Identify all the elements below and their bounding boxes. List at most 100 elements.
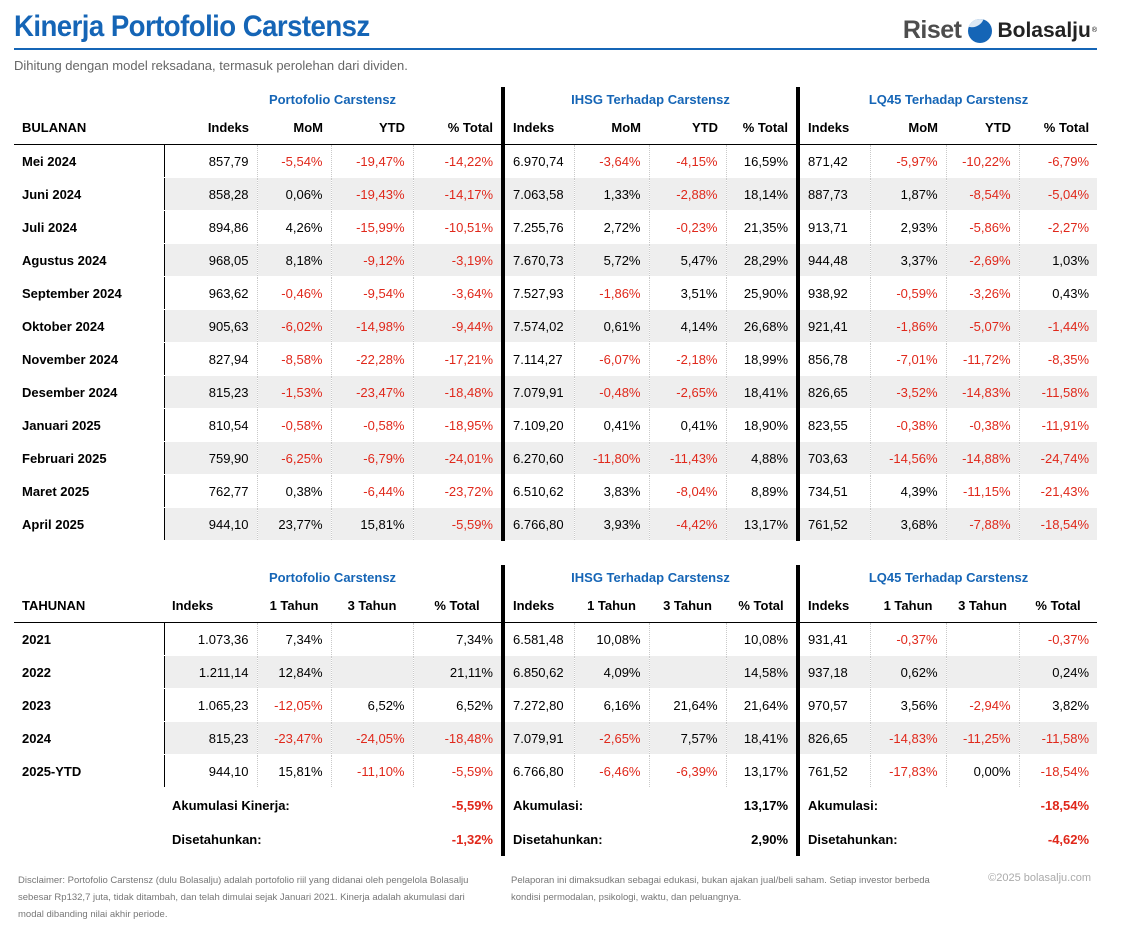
cell-value: 4,26% [256, 210, 331, 244]
page-title: Kinerja Portofolio Carstensz [14, 10, 370, 43]
cell-value: 18,90% [725, 408, 801, 442]
cell-value: 4,88% [725, 441, 801, 475]
table-row: Desember 2024 815,23 -1,53% -23,47% -18,48% 7… [14, 375, 1098, 409]
cell-value: -18,54% [1018, 754, 1098, 788]
cell-value: -11,58% [1018, 375, 1098, 409]
table-row: 2022 1.211,14 12,84% 21,11% 6.850,62 4,09% 14,… [14, 655, 1098, 689]
cell-value: -11,80% [573, 441, 649, 475]
row-label: 2023 [14, 688, 164, 722]
cell-value: 7.255,76 [503, 210, 574, 244]
cell-value: 3,37% [869, 243, 947, 277]
cell-value: 944,48 [798, 243, 871, 277]
cell-value: 1.073,36 [163, 622, 257, 656]
column-header: MoM [257, 111, 331, 145]
cell-value: 15,81% [256, 754, 331, 788]
cell-value: 827,94 [163, 342, 257, 376]
column-header: YTD [946, 111, 1020, 145]
cell-value: 3,68% [869, 507, 947, 541]
cell-value: -14,83% [945, 375, 1020, 409]
cell-value: 871,42 [798, 144, 871, 178]
logo-brand-text: Bolasalju [997, 18, 1091, 42]
table-row: April 2025 944,10 23,77% 15,81% -5,59% 6.766,… [14, 507, 1098, 541]
cell-value: -0,38% [869, 408, 947, 442]
registered-mark: ® [1091, 27, 1097, 34]
cell-value: 6.766,80 [503, 507, 574, 541]
cell-value: 1,03% [1018, 243, 1098, 277]
table-row: Oktober 2024 905,63 -6,02% -14,98% -9,44% 7.5… [14, 309, 1098, 343]
cell-value: 4,39% [869, 474, 947, 508]
cell-value: 0,43% [1018, 276, 1098, 310]
cell-value: 761,52 [798, 754, 871, 788]
summary-label: Disetahunkan: [172, 831, 262, 847]
cell-value: -4,15% [648, 144, 726, 178]
cell-value: 26,68% [725, 309, 801, 343]
cell-value: -11,91% [1018, 408, 1098, 442]
cell-value: 18,41% [725, 721, 801, 755]
cell-value: -6,44% [330, 474, 413, 508]
cell-value: -14,98% [330, 309, 413, 343]
cell-value: 815,23 [163, 721, 257, 755]
cell-value: -5,86% [945, 210, 1020, 244]
cell-value: -6,07% [573, 342, 649, 376]
cell-value: -5,54% [256, 144, 331, 178]
row-label: Februari 2025 [14, 441, 164, 475]
cell-value: -18,48% [412, 721, 505, 755]
cell-value: -6,39% [648, 754, 726, 788]
summary-value: -1,32% [413, 822, 505, 856]
cell-value: 0,00% [945, 754, 1020, 788]
cell-value [945, 655, 1020, 689]
table-row: 2025-YTD 944,10 15,81% -11,10% -5,59% 6.766,8… [14, 754, 1098, 788]
cell-value: -5,59% [412, 754, 505, 788]
cell-value: -11,43% [648, 441, 726, 475]
cell-value: -1,44% [1018, 309, 1098, 343]
cell-value: 0,41% [648, 408, 726, 442]
cell-value [648, 655, 726, 689]
cell-value: -11,72% [945, 342, 1020, 376]
cell-value: 3,56% [869, 688, 947, 722]
cell-value: 857,79 [163, 144, 257, 178]
cell-value: -8,58% [256, 342, 331, 376]
cell-value: 963,62 [163, 276, 257, 310]
cell-value: -1,53% [256, 375, 331, 409]
cell-value: -0,58% [330, 408, 413, 442]
cell-value: -5,59% [412, 507, 505, 541]
column-header: Indeks [798, 589, 871, 623]
cell-value: 14,58% [725, 655, 801, 689]
column-header: Indeks [503, 111, 574, 145]
row-label: Desember 2024 [14, 375, 164, 409]
cell-value: 1,87% [869, 177, 947, 211]
row-label: September 2024 [14, 276, 164, 310]
cell-value: 0,06% [256, 177, 331, 211]
header-rule [14, 48, 1097, 50]
cell-value: 6.581,48 [503, 622, 574, 656]
cell-value: -3,64% [412, 276, 505, 310]
column-header: % Total [726, 589, 801, 623]
cell-value: 28,29% [725, 243, 801, 277]
cell-value: 6.766,80 [503, 754, 574, 788]
table-row: Januari 2025 810,54 -0,58% -0,58% -18,95% 7.1… [14, 408, 1098, 442]
cell-value: -15,99% [330, 210, 413, 244]
table-row: 2021 1.073,36 7,34% 7,34% 6.581,48 10,08% 10,0… [14, 622, 1098, 656]
cell-value: 7.063,58 [503, 177, 574, 211]
cell-value: 921,41 [798, 309, 871, 343]
table-row: Juni 2024 858,28 0,06% -19,43% -14,17% 7.063,… [14, 177, 1098, 211]
group-spacer [14, 565, 164, 589]
cell-value: -1,86% [573, 276, 649, 310]
column-header: 1 Tahun [574, 589, 649, 623]
cell-value: -17,21% [412, 342, 505, 376]
group-spacer [14, 87, 164, 111]
cell-value: -9,54% [330, 276, 413, 310]
cell-value: -2,65% [573, 721, 649, 755]
cell-value [945, 622, 1020, 656]
summary-value: -5,59% [413, 787, 505, 822]
cell-value: -0,48% [573, 375, 649, 409]
cell-value: 10,08% [573, 622, 649, 656]
cell-value: 761,52 [798, 507, 871, 541]
cell-value: 0,24% [1018, 655, 1098, 689]
cell-value: -24,05% [330, 721, 413, 755]
cell-value: 931,41 [798, 622, 871, 656]
column-header: Indeks [164, 111, 257, 145]
row-label: April 2025 [14, 507, 164, 541]
cell-value: 0,61% [573, 309, 649, 343]
cell-value: 3,93% [573, 507, 649, 541]
